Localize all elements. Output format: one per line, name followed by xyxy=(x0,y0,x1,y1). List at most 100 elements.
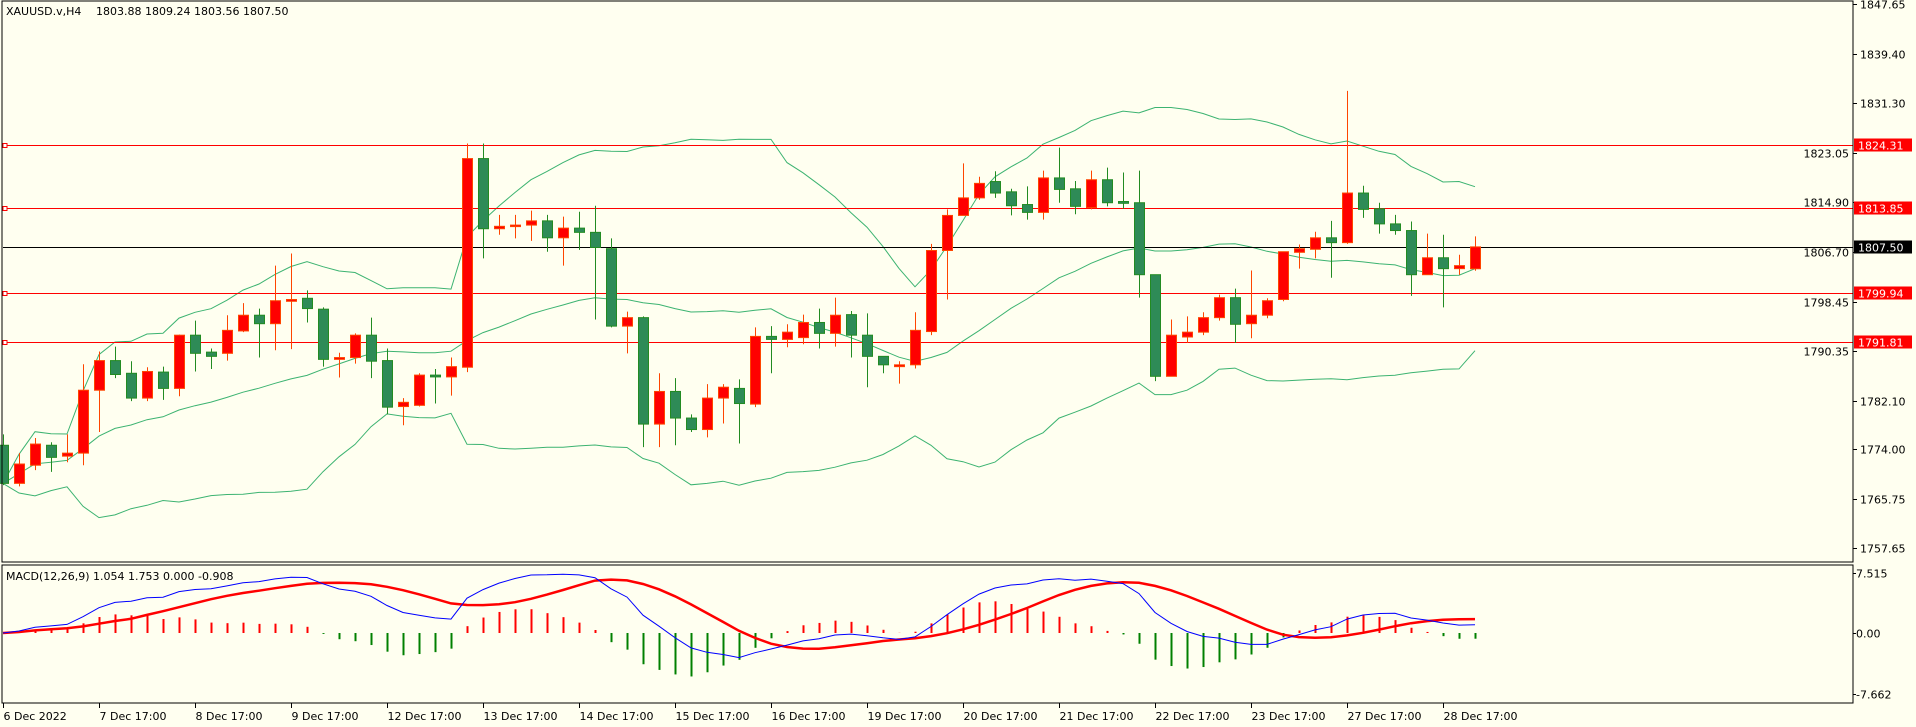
level-price-label: 1791.81 xyxy=(1858,337,1904,350)
candle-body xyxy=(1278,251,1289,300)
bear-candle xyxy=(1006,188,1017,216)
candle-body xyxy=(302,297,313,310)
candle-body xyxy=(94,360,105,391)
bull-candle xyxy=(1038,170,1049,220)
candle-body xyxy=(142,370,153,399)
price-axis[interactable]: 1847.65 1839.40 1831.30 1823.05 1814.90 1806.… xyxy=(1804,0,1906,556)
candle-body xyxy=(686,417,697,431)
bull-candle xyxy=(78,364,89,466)
bear-candle xyxy=(1406,221,1417,296)
ohlc-readout: 1803.88 1809.24 1803.56 1807.50 xyxy=(96,5,288,18)
bollinger-bands xyxy=(2,107,1476,519)
candle-body xyxy=(1390,223,1401,232)
candle-body xyxy=(830,314,841,334)
bear-candle xyxy=(590,205,601,320)
bull-candle xyxy=(414,373,425,407)
candle-body xyxy=(1374,208,1385,225)
time-tick-label: 20 Dec 17:00 xyxy=(964,710,1038,723)
bear-candle xyxy=(846,310,857,358)
level-price-label: 1799.94 xyxy=(1858,288,1904,301)
bull-candle xyxy=(1454,254,1465,275)
bull-candle xyxy=(926,243,937,336)
candle-body xyxy=(286,298,297,302)
macd-panel[interactable]: MACD(12,26,9) 1.054 1.753 0.000 -0.908 xyxy=(2,570,1477,677)
candle-body xyxy=(0,444,9,484)
price-tick-label: 1782.10 xyxy=(1860,396,1906,409)
bull-candle xyxy=(1294,244,1305,269)
bear-candle xyxy=(1070,180,1081,215)
level-price-tag xyxy=(1854,138,1912,152)
bear-candle xyxy=(1358,185,1369,218)
time-tick-label: 7 Dec 17:00 xyxy=(100,710,167,723)
candle-body xyxy=(46,444,57,458)
bull-candle xyxy=(910,312,921,369)
time-tick-label: 15 Dec 17:00 xyxy=(676,710,750,723)
candle-body xyxy=(942,214,953,252)
candle-body xyxy=(30,443,41,466)
bull-candle xyxy=(174,334,185,397)
candle-body xyxy=(1326,237,1337,244)
macd-label: MACD(12,26,9) 1.054 1.753 0.000 -0.908 xyxy=(6,570,233,583)
bear-candle xyxy=(110,346,121,379)
price-tick-label: 1757.65 xyxy=(1860,543,1906,556)
bear-candle xyxy=(686,414,697,432)
bull-candle xyxy=(958,163,969,216)
level-price-tag xyxy=(1854,201,1912,215)
bull-candle xyxy=(1470,236,1481,271)
time-tick-label: 21 Dec 17:00 xyxy=(1060,710,1134,723)
bear-candle xyxy=(1118,172,1129,209)
candle-body xyxy=(430,374,441,378)
bull-candle xyxy=(718,384,729,424)
bear-candle xyxy=(478,143,489,259)
bull-candle xyxy=(654,373,665,448)
price-panel[interactable]: XAUUSD.v,H4 1803.88 1809.24 1803.56 1807… xyxy=(0,5,1853,519)
bear-candle xyxy=(1230,288,1241,344)
candle-body xyxy=(350,334,361,359)
bull-candle xyxy=(1182,316,1193,344)
time-axis[interactable]: 6 Dec 2022 7 Dec 17:00 8 Dec 17:00 9 Dec 17… xyxy=(3,703,1518,723)
macd-signal-line xyxy=(2,578,1476,651)
price-tick-label: 1831.30 xyxy=(1860,98,1906,111)
candle-body xyxy=(334,357,345,360)
bear-candle xyxy=(542,214,553,252)
candle-body xyxy=(670,390,681,419)
price-tick-label: 1823.05 xyxy=(1804,148,1850,161)
candles xyxy=(0,90,1481,487)
candle-body xyxy=(478,158,489,230)
price-panel-frame xyxy=(1,0,1854,563)
macd-tick-label: 7.515 xyxy=(1856,568,1888,581)
time-tick-label: 22 Dec 17:00 xyxy=(1156,710,1230,723)
bull-candle xyxy=(30,438,41,471)
price-tick-label: 1839.40 xyxy=(1860,49,1906,62)
bear-candle xyxy=(670,378,681,446)
time-tick-label: 19 Dec 17:00 xyxy=(868,710,942,723)
bear-candle xyxy=(254,308,265,358)
level-price-tag xyxy=(1854,286,1912,300)
candle-body xyxy=(750,335,761,405)
bull-candle xyxy=(750,327,761,408)
candle-body xyxy=(894,364,905,368)
bull-candle xyxy=(446,357,457,396)
candle-body xyxy=(174,334,185,389)
bear-candle xyxy=(366,317,377,379)
candle-body xyxy=(1166,334,1177,377)
bear-candle xyxy=(46,442,57,472)
candle-body xyxy=(1470,246,1481,270)
bear-candle xyxy=(206,348,217,370)
bull-candle xyxy=(14,453,25,487)
time-tick-label: 9 Dec 17:00 xyxy=(292,710,359,723)
macd-tick-label: 0.00 xyxy=(1856,628,1881,641)
candle-body xyxy=(1406,230,1417,276)
bear-candle xyxy=(1134,170,1145,298)
candle-body xyxy=(910,329,921,366)
candle-body xyxy=(526,220,537,226)
time-tick-label: 27 Dec 17:00 xyxy=(1348,710,1422,723)
bull-candle xyxy=(510,214,521,239)
bear-candle xyxy=(878,355,889,374)
bull-candle xyxy=(222,315,233,361)
candle-body xyxy=(446,366,457,378)
candle-body xyxy=(1038,177,1049,213)
candle-body xyxy=(542,220,553,239)
